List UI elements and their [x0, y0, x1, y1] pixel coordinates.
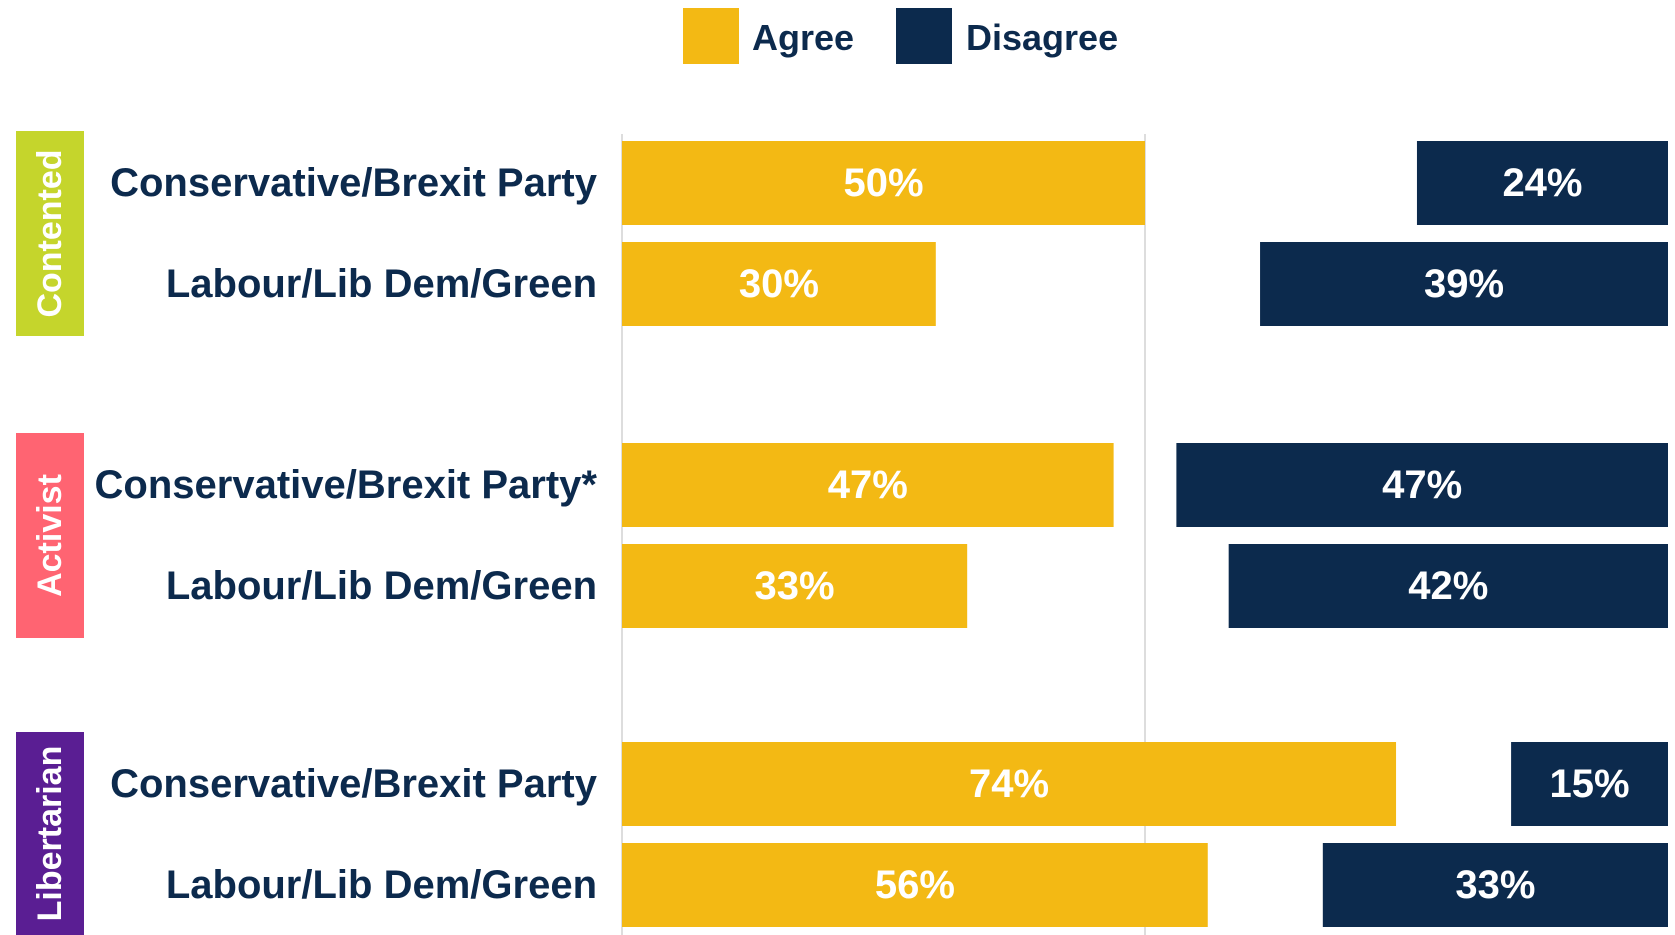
- group-label: Activist: [31, 474, 69, 597]
- group-label: Contented: [31, 149, 69, 317]
- legend-swatch-disagree: [896, 8, 952, 64]
- legend: Agree Disagree: [683, 8, 1118, 64]
- disagree-bar: [1228, 544, 1668, 628]
- disagree-value-label: 47%: [1382, 463, 1462, 507]
- agree-value-label: 47%: [828, 463, 908, 507]
- group-tag: [16, 732, 84, 935]
- row-label: Labour/Lib Dem/Green: [166, 863, 597, 907]
- legend-label-disagree: Disagree: [966, 17, 1118, 58]
- row-label: Labour/Lib Dem/Green: [166, 262, 597, 306]
- group-tag: [16, 131, 84, 336]
- group-activist: Activist Conservative/Brexit Party* 47% 47%…: [16, 433, 1668, 638]
- agree-value-label: 74%: [969, 762, 1049, 806]
- row-label: Conservative/Brexit Party: [110, 161, 598, 205]
- disagree-value-label: 33%: [1455, 863, 1535, 907]
- row-label: Labour/Lib Dem/Green: [166, 564, 597, 608]
- agree-bar: [622, 242, 936, 326]
- legend-label-agree: Agree: [752, 17, 854, 58]
- row-label: Conservative/Brexit Party: [110, 762, 598, 806]
- group-libertarian: Libertarian Conservative/Brexit Party 74% 1…: [16, 732, 1668, 935]
- disagree-value-label: 15%: [1550, 762, 1630, 806]
- disagree-bar: [1322, 843, 1668, 927]
- group-contented: Contented Conservative/Brexit Party 50% 24%…: [16, 131, 1668, 336]
- agree-value-label: 56%: [875, 863, 955, 907]
- disagree-bar: [1511, 742, 1668, 826]
- agree-value-label: 33%: [755, 564, 835, 608]
- agree-value-label: 50%: [843, 161, 923, 205]
- disagree-bar: [1416, 141, 1668, 225]
- agree-bar: [622, 742, 1397, 826]
- agree-value-label: 30%: [739, 262, 819, 306]
- groups: Contented Conservative/Brexit Party 50% 24%…: [16, 131, 1668, 935]
- agree-bar: [622, 443, 1114, 527]
- agree-bar: [622, 141, 1145, 225]
- disagree-bar: [1176, 443, 1668, 527]
- disagree-bar: [1260, 242, 1668, 326]
- row-label: Conservative/Brexit Party*: [95, 463, 598, 507]
- disagree-value-label: 42%: [1408, 564, 1488, 608]
- agree-bar: [622, 843, 1208, 927]
- disagree-value-label: 39%: [1424, 262, 1504, 306]
- disagree-value-label: 24%: [1502, 161, 1582, 205]
- agree-bar: [622, 544, 968, 628]
- group-tag: [16, 433, 84, 638]
- legend-swatch-agree: [683, 8, 739, 64]
- group-label: Libertarian: [31, 746, 69, 922]
